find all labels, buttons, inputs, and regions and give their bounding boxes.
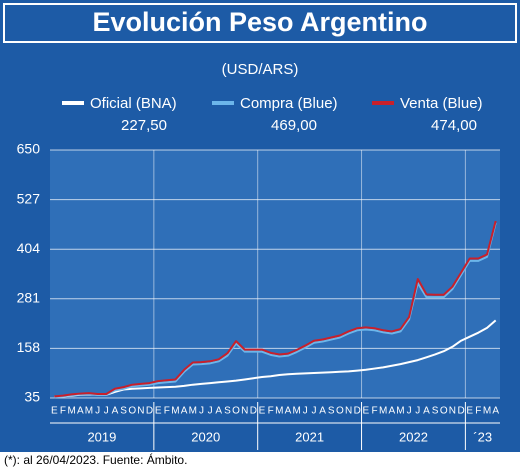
x-tick-label: D [457,406,464,417]
x-tick-label: D [250,406,257,417]
x-tick-label: A [423,406,430,417]
x-tick-label: M [85,406,93,417]
x-tick-label: M [275,406,283,417]
legend-value: 227,50 [121,117,167,134]
year-label: 2019 [87,429,116,444]
x-tick-label: A [77,406,84,417]
x-tick-label: A [319,406,326,417]
y-tick-label: 35 [24,389,40,405]
x-tick-label: A [181,406,188,417]
year-label: ´23 [473,429,492,444]
title-box [3,3,517,43]
x-tick-label: J [311,406,316,417]
x-tick-label: F [60,406,66,417]
x-tick-label: E [466,406,473,417]
x-tick-label: O [440,406,448,417]
x-tick-label: F [268,406,274,417]
x-tick-label: M [67,406,75,417]
x-tick-label: S [120,406,127,417]
legend-value: 474,00 [431,117,477,134]
legend-value: 469,00 [271,117,317,134]
x-tick-label: D [146,406,153,417]
x-tick-label: O [336,406,344,417]
year-label: 2021 [295,429,324,444]
x-tick-label: M [189,406,197,417]
x-tick-label: F [475,406,481,417]
x-tick-label: S [224,406,231,417]
footnote: (*): al 26/04/2023. Fuente: Ámbito. [4,452,187,467]
x-tick-label: S [432,406,439,417]
x-tick-label: E [155,406,162,417]
legend-label: Venta (Blue) [400,95,483,112]
year-label: 2022 [399,429,428,444]
plot-area [50,150,500,398]
y-tick-label: 527 [17,190,41,206]
x-tick-label: A [215,406,222,417]
x-tick-label: J [407,406,412,417]
x-tick-label: F [164,406,170,417]
x-tick-label: M [379,406,387,417]
x-tick-label: N [345,406,352,417]
x-tick-label: M [292,406,300,417]
y-tick-label: 404 [17,240,41,256]
x-tick-label: D [354,406,361,417]
legend-label: Compra (Blue) [240,95,338,112]
x-tick-label: J [415,406,420,417]
x-tick-label: J [208,406,213,417]
x-tick-label: S [328,406,335,417]
x-tick-label: J [104,406,109,417]
x-tick-label: N [241,406,248,417]
x-tick-label: E [363,406,370,417]
series-line [54,220,497,398]
x-tick-label: A [388,406,395,417]
x-tick-label: J [303,406,308,417]
x-tick-label: F [371,406,377,417]
x-tick-label: M [396,406,404,417]
legend-label: Oficial (BNA) [90,95,177,112]
subtitle: (USD/ARS) [222,61,299,78]
x-tick-label: M [171,406,179,417]
series-line [54,319,497,398]
x-tick-label: N [449,406,456,417]
x-tick-label: E [259,406,266,417]
x-tick-label: J [95,406,100,417]
chart-title: Evolución Peso Argentino [92,7,427,37]
x-tick-label: M [483,406,491,417]
x-tick-label: O [232,406,240,417]
x-tick-label: A [492,406,499,417]
x-tick-label: N [137,406,144,417]
x-tick-label: A [285,406,292,417]
y-tick-label: 281 [17,290,41,306]
y-tick-label: 158 [17,339,41,355]
year-label: 2020 [191,429,220,444]
series-line [54,222,497,399]
x-tick-label: J [199,406,204,417]
x-tick-label: A [112,406,119,417]
x-tick-label: E [51,406,58,417]
x-tick-label: O [128,406,136,417]
y-tick-label: 650 [17,141,41,157]
